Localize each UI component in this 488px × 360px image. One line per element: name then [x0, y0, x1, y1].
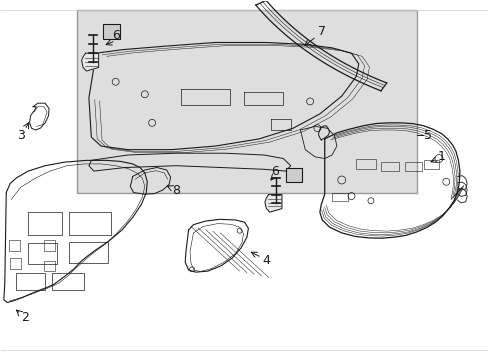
Text: 2: 2 — [21, 311, 29, 324]
Bar — [102, 24, 120, 39]
Polygon shape — [264, 194, 282, 212]
Bar — [69, 242, 108, 263]
Text: 8: 8 — [172, 184, 180, 197]
Bar — [404, 162, 421, 171]
Text: 5: 5 — [424, 129, 431, 142]
Bar — [380, 162, 398, 171]
Text: 6: 6 — [270, 165, 278, 177]
Bar — [424, 160, 438, 169]
Bar — [52, 273, 84, 290]
Bar — [331, 193, 347, 202]
Bar — [44, 240, 55, 251]
Text: 6: 6 — [111, 29, 120, 42]
Bar — [77, 10, 416, 193]
Bar — [356, 158, 375, 169]
Text: 1: 1 — [437, 150, 445, 163]
Bar — [28, 243, 57, 264]
Text: 4: 4 — [262, 254, 270, 267]
Bar — [16, 273, 45, 290]
Bar — [69, 212, 111, 235]
Bar — [44, 261, 55, 271]
Text: 3: 3 — [17, 129, 25, 142]
Polygon shape — [81, 53, 99, 71]
Bar — [10, 258, 21, 269]
Bar — [9, 240, 20, 251]
Bar — [28, 212, 62, 235]
Text: 7: 7 — [318, 25, 325, 38]
Bar — [285, 168, 301, 182]
